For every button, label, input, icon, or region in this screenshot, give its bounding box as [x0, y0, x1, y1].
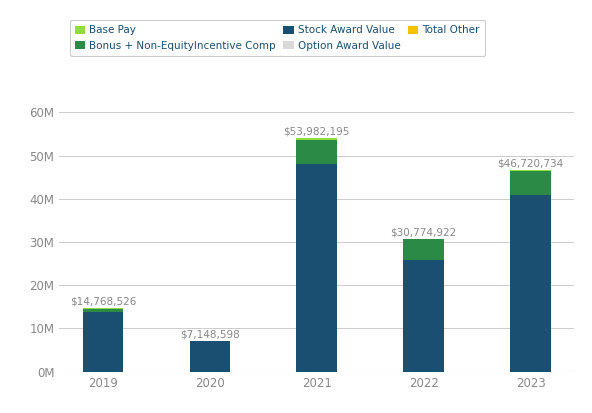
- Bar: [403, 240, 444, 260]
- Text: $46,720,734: $46,720,734: [497, 158, 564, 168]
- Bar: [297, 140, 337, 164]
- Text: $14,768,526: $14,768,526: [70, 296, 136, 306]
- Legend: Base Pay, Bonus + Non-EquityIncentive Comp, Stock Award Value, Option Award Valu: Base Pay, Bonus + Non-EquityIncentive Co…: [69, 20, 485, 56]
- Text: $30,774,922: $30,774,922: [391, 227, 457, 237]
- Bar: [189, 341, 230, 342]
- Text: $53,982,195: $53,982,195: [284, 127, 350, 137]
- Bar: [83, 308, 123, 309]
- Bar: [297, 138, 337, 140]
- Bar: [403, 260, 444, 372]
- Bar: [510, 195, 551, 372]
- Bar: [297, 164, 337, 372]
- Bar: [83, 312, 123, 372]
- Bar: [510, 171, 551, 195]
- Bar: [83, 309, 123, 312]
- Bar: [510, 170, 551, 171]
- Bar: [189, 342, 230, 372]
- Text: $7,148,598: $7,148,598: [180, 329, 240, 339]
- Bar: [403, 239, 444, 240]
